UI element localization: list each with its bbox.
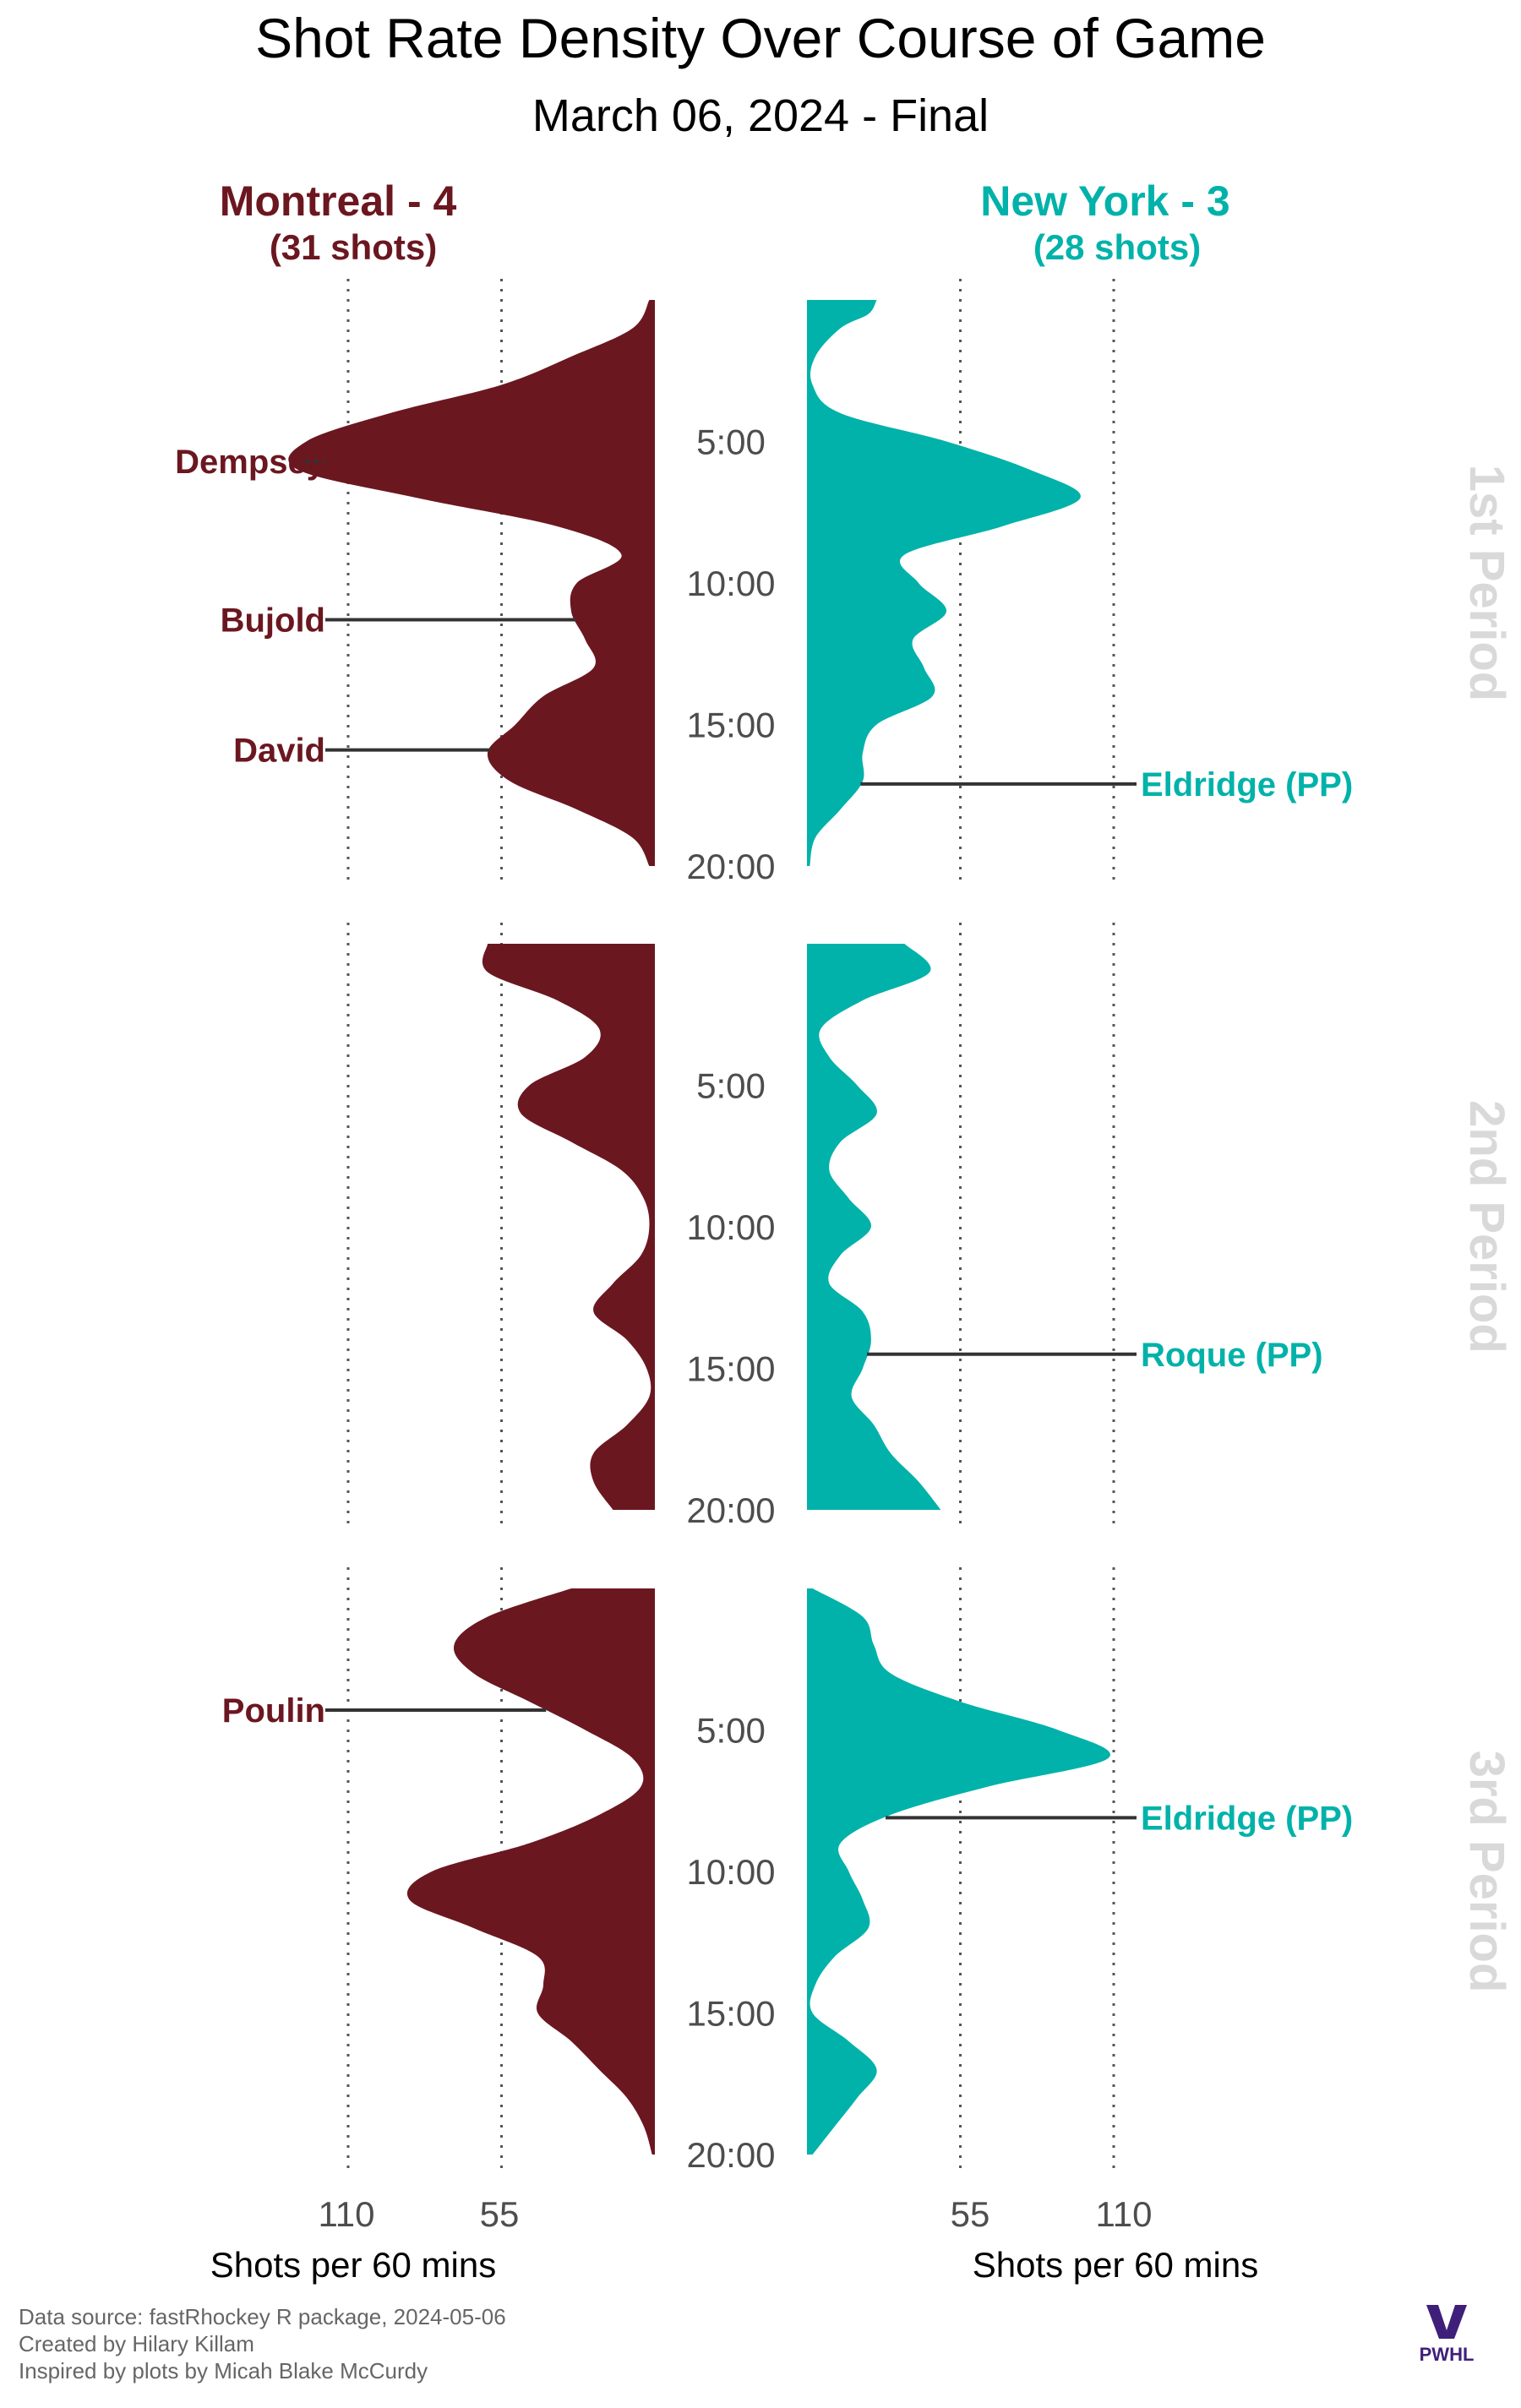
left-axis-tick-55: 55 [480,2194,520,2234]
right-density-area-p3 [807,1588,1111,2155]
right-axis-tick-55: 55 [951,2194,990,2234]
time-tick-p1-1: 5:00 [696,422,766,462]
right-density-area-p1 [807,300,1081,866]
right-team-shots: (28 shots) [1033,227,1201,267]
period-label-1: 1st Period [1459,465,1514,701]
goal-label-p3-2: Eldridge (PP) [1141,1800,1353,1837]
period-panel-3: 5:00 10:00 15:00 20:00 3rd Period Poulin Eldri… [222,1588,1514,2175]
period-panel-1: 5:00 10:00 15:00 20:00 1st Period Dempsey Bujo… [175,300,1514,886]
goal-label-p1-1: Dempsey [175,444,326,481]
chart-title: Shot Rate Density Over Course of Game [255,7,1266,69]
left-density-area-p2 [482,944,655,1510]
goal-label-p1-4: Eldridge (PP) [1141,766,1353,804]
time-tick-p3-1: 5:00 [696,1711,766,1751]
goal-label-p1-3: David [233,733,325,770]
left-axis-tick-110: 110 [319,2194,375,2234]
left-team-header: Montreal - 4 [220,177,457,225]
credit-author: Created by Hilary Killam [19,2331,254,2356]
credit-data-source: Data source: fastRhockey R package, 2024… [19,2304,506,2329]
left-density-area-p3 [406,1588,655,2155]
right-team-header: New York - 3 [980,177,1229,225]
time-tick-p1-3: 15:00 [686,706,775,745]
time-tick-p3-4: 20:00 [686,2135,775,2175]
left-x-axis-label: Shots per 60 mins [210,2245,497,2285]
periods-layer: 5:00 10:00 15:00 20:00 1st Period Dempsey Bujo… [175,300,1514,2175]
chart-subtitle: March 06, 2024 - Final [532,90,989,141]
time-tick-p2-4: 20:00 [686,1490,775,1530]
period-panel-2: 5:00 10:00 15:00 20:00 2nd Period Roque (PP) [482,944,1514,1530]
time-tick-p3-2: 10:00 [686,1852,775,1892]
left-team-shots: (31 shots) [270,227,437,267]
pwhl-logo: PWHL [1420,2305,1475,2365]
time-tick-p2-1: 5:00 [696,1066,766,1106]
time-tick-p1-4: 20:00 [686,847,775,886]
credit-inspiration: Inspired by plots by Micah Blake McCurdy [19,2358,428,2383]
pwhl-logo-mark [1426,2305,1467,2339]
time-tick-p2-2: 10:00 [686,1207,775,1247]
time-tick-p2-3: 15:00 [686,1349,775,1389]
goal-label-p2-1: Roque (PP) [1141,1337,1323,1374]
period-label-3: 3rd Period [1459,1751,1514,1993]
left-density-area-p1 [288,300,655,866]
period-label-2: 2nd Period [1459,1100,1514,1354]
right-x-axis-label: Shots per 60 mins [973,2245,1259,2285]
goal-label-p3-1: Poulin [222,1692,325,1730]
right-density-area-p2 [807,944,941,1510]
time-tick-p1-2: 10:00 [686,564,775,603]
goal-label-p1-2: Bujold [221,602,325,640]
time-tick-p3-3: 15:00 [686,1994,775,2034]
right-axis-tick-110: 110 [1096,2194,1153,2234]
pwhl-logo-text: PWHL [1420,2344,1475,2365]
